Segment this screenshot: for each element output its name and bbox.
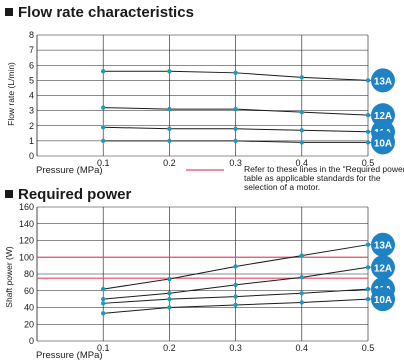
chart1-series-11A-point (299, 128, 304, 133)
chart2-series-13A-point (233, 264, 238, 269)
chart2-ytick-label: 0 (29, 336, 34, 346)
chart2-series-11A-point (167, 296, 172, 302)
chart2-xtick-label: 0.1 (97, 343, 110, 353)
chart1-badge-label: 10A (374, 138, 392, 149)
chart2-ytick-label: 20 (24, 319, 34, 329)
chart2-xtick-label: 0.4 (296, 343, 309, 353)
chart2-series-11A-point (233, 294, 238, 299)
note-line-3: selection of a motor. (244, 182, 320, 192)
chart1-ytick-label: 3 (29, 106, 34, 116)
chart2-xtick-label: 0.5 (362, 343, 375, 353)
chart1-xtick-label: 0.5 (362, 158, 375, 168)
chart1-ytick-label: 1 (29, 136, 34, 146)
chart1-series-13A-point (167, 69, 172, 74)
chart2-ytick-label: 60 (24, 286, 34, 296)
chart1-series-13A-point (299, 75, 304, 80)
chart2-ytick-label: 140 (19, 219, 34, 229)
chart2-ylabel: Shaft power (W) (4, 246, 14, 308)
chart1-xtick-label: 0.4 (296, 158, 309, 168)
chart2-series-11A-point (101, 301, 106, 306)
chart2-title-square (5, 190, 13, 198)
chart1-series-11A-point (233, 126, 238, 131)
note-line-2: table as applicable standards for the (244, 173, 381, 183)
chart2-ytick-label: 160 (19, 202, 34, 212)
chart1-badge-13A (371, 68, 395, 93)
chart2-badge-label: 12A (374, 263, 392, 274)
chart1-series-11A-point (101, 125, 106, 130)
chart1-series-13A-point (233, 70, 238, 76)
chart1-ytick-label: 2 (29, 121, 34, 131)
chart1-series-12A-point (299, 109, 304, 115)
chart1-ytick-label: 5 (29, 75, 34, 85)
chart2-xtick-label: 0.3 (229, 343, 242, 353)
chart2-series-11A-point (299, 291, 304, 296)
chart2-ytick-label: 100 (19, 252, 34, 262)
chart2-ytick-label: 120 (19, 236, 34, 246)
chart1-badge-10A (371, 130, 395, 155)
chart2-series-13A-point (167, 276, 172, 282)
chart1-badge-label: 12A (374, 111, 392, 122)
chart2-badge-label: 10A (374, 295, 392, 306)
chart2-badge-10A (371, 287, 395, 312)
chart1-badge-12A (371, 103, 395, 128)
chart2-badge-12A (371, 255, 395, 280)
chart2-series-12A-point (233, 282, 238, 288)
chart1-ytick-label: 7 (29, 45, 34, 55)
chart1-series-10A-point (233, 138, 238, 144)
chart2-series-13A-point (101, 286, 106, 292)
chart1-ytick-label: 6 (29, 60, 34, 70)
chart1-series-13A-point (101, 69, 106, 74)
chart1-xlabel: Pressure (MPa) (36, 165, 103, 176)
chart2-ytick-label: 80 (24, 269, 34, 279)
chart2-series-10A-point (233, 302, 238, 308)
chart1-ylabel: Flow rate (L/min) (6, 62, 16, 126)
chart2-series-10A-point (299, 300, 304, 305)
chart1-ytick-label: 4 (29, 91, 34, 101)
chart2-series-10A-point (167, 305, 172, 310)
chart1-xtick-label: 0.2 (163, 158, 176, 168)
chart1-series-12A-point (233, 106, 238, 112)
chart1-ytick-label: 0 (29, 151, 34, 161)
chart2-badge-label: 13A (374, 241, 392, 252)
chart1-badge-label: 13A (374, 76, 392, 87)
chart1-series-10A-point (101, 138, 106, 144)
chart2-series-13A-point (299, 253, 304, 258)
chart1-title: Flow rate characteristics (18, 4, 194, 21)
chart2-plot: 0 20 40 60 80 100 120 140 160 0.1 0.2 0.3 0.4 0.5 13A 1… (19, 202, 395, 353)
chart1-series-12A-point (167, 106, 172, 112)
chart1-ytick-label: 8 (29, 30, 34, 40)
chart1-title-square (5, 8, 13, 16)
chart2-badge-13A (371, 232, 395, 257)
chart2-series-12A-point (299, 275, 304, 280)
chart1-series-11A-point (167, 126, 172, 131)
chart2-xtick-label: 0.2 (163, 343, 176, 353)
chart2-xlabel: Pressure (MPa) (36, 350, 103, 361)
chart1-series-12A-point (101, 105, 106, 110)
chart1-series-10A-point (299, 140, 304, 145)
chart2-series-12A-point (167, 291, 172, 296)
note-line-1: Refer to these lines in the “Required po… (244, 164, 404, 174)
chart2-title: Required power (18, 186, 132, 203)
chart2-series-12A-point (101, 296, 106, 302)
chart1-series-10A-point (167, 138, 172, 144)
chart1-xtick-label: 0.1 (97, 158, 110, 168)
chart2-ytick-label: 40 (24, 303, 34, 313)
chart1-xtick-label: 0.3 (229, 158, 242, 168)
chart2-series-10A-point (101, 311, 106, 316)
